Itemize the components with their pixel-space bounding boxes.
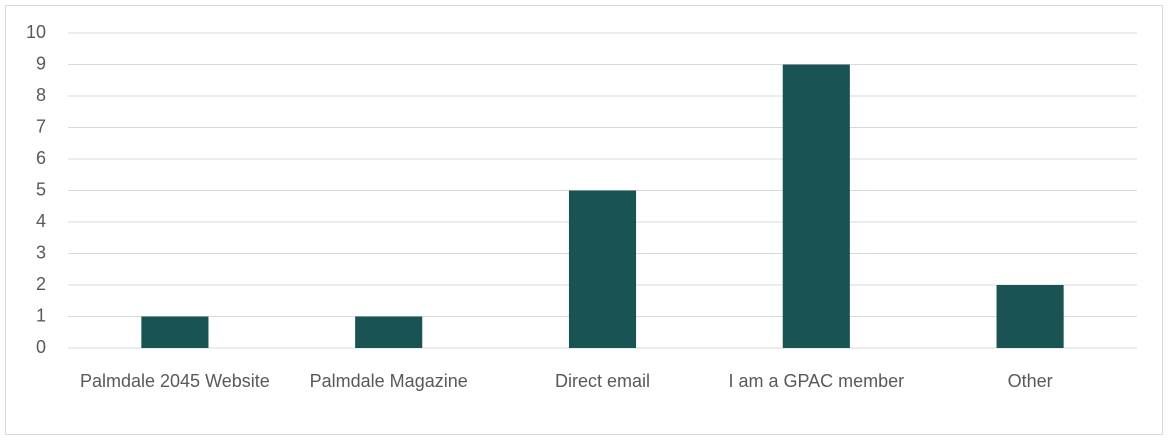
y-tick-label: 8 — [36, 85, 46, 105]
y-tick-label: 3 — [36, 242, 46, 262]
y-tick-label: 9 — [36, 53, 46, 73]
bar — [141, 316, 209, 348]
y-tick-label: 0 — [36, 337, 46, 357]
bar — [782, 64, 850, 348]
bar — [355, 316, 423, 348]
y-tick-label: 7 — [36, 116, 46, 136]
y-tick-label: 1 — [36, 305, 46, 325]
y-tick-label: 10 — [26, 22, 46, 42]
bar — [996, 285, 1064, 348]
bar — [568, 190, 637, 348]
y-tick-label: 6 — [36, 148, 46, 168]
y-tick-label: 5 — [36, 179, 46, 199]
x-tick-label: Palmdale Magazine — [309, 371, 468, 391]
y-tick-label: 2 — [36, 274, 46, 294]
y-tick-label: 4 — [36, 211, 46, 231]
x-tick-label: I am a GPAC member — [728, 371, 905, 391]
x-tick-label: Direct email — [554, 371, 651, 391]
x-tick-label: Palmdale 2045 Website — [79, 371, 270, 391]
x-tick-label: Other — [1007, 371, 1053, 391]
